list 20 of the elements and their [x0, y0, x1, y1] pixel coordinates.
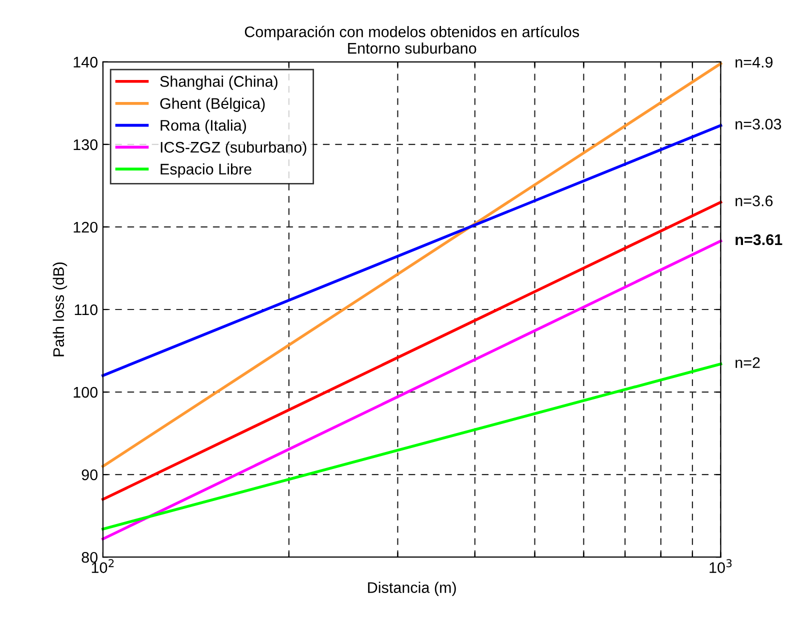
y-tick-label: 110	[74, 304, 98, 316]
y-axis-title: Path loss (dB)	[52, 262, 68, 356]
legend-label: Shanghai (China)	[160, 76, 278, 90]
x-tick-label: 10$^{3}$	[710, 559, 732, 574]
x-axis-title: Distancia (m)	[368, 582, 456, 596]
text: n=3.03	[736, 118, 782, 130]
y-tick-label: 90	[82, 469, 98, 480]
text: n=4.9	[736, 56, 773, 68]
legend-label: Ghent (Bélgica)	[160, 98, 265, 112]
text: n=2	[736, 357, 760, 368]
y-tick-label: 120	[74, 222, 98, 233]
y-tick-label: 100	[74, 386, 98, 398]
chart-title: Comparación con modelos obtenidos en artículos Entorno suburbano	[244, 26, 580, 54]
text: n=3.6	[736, 195, 773, 206]
y-tick-label: 130	[74, 139, 98, 150]
legend-label: Espacio Libre	[160, 163, 252, 178]
text: n=3.61	[736, 234, 782, 246]
legend-label: ICS-ZGZ (suburbano)	[160, 141, 306, 156]
legend-label: Roma (Italia)	[160, 120, 246, 134]
y-tick-label: 140	[74, 56, 98, 68]
